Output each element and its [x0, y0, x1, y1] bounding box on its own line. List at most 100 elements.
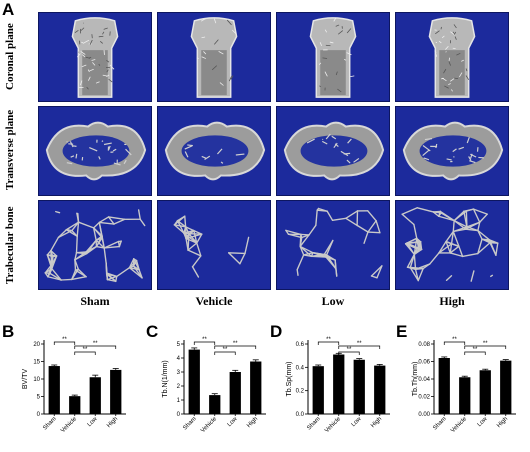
significance-bracket [443, 341, 466, 345]
ct-image-transverse-high [395, 106, 509, 196]
x-tick-label: Low [87, 416, 99, 428]
col-label-vehicle: Vehicle [195, 294, 233, 308]
ct-image-transverse-sham [38, 106, 152, 196]
bar-sham [48, 366, 60, 414]
y-tick-label: 20 [33, 342, 40, 348]
significance-label: ** [93, 341, 98, 347]
row-label-coronal: Coronal plane [4, 23, 16, 91]
x-tick-label: Sham [432, 416, 447, 431]
x-tick-label: Vehicle [200, 416, 218, 434]
bar-high [500, 360, 512, 414]
x-tick-label: Low [351, 416, 363, 428]
significance-bracket [214, 345, 257, 349]
bar-chart-tb-n: 0 1 2 3 4 5 Tb.N(1/mm) Sham Vehicle Low High ** ** ** [162, 330, 272, 450]
bar-vehicle [333, 354, 345, 414]
significance-label: ** [233, 341, 238, 347]
x-tick-label: Sham [306, 416, 321, 431]
x-tick-label: Vehicle [60, 416, 78, 434]
bar-high [374, 365, 386, 414]
col-label-high: High [439, 294, 465, 308]
x-tick-label: Vehicle [324, 416, 342, 434]
bar-vehicle [209, 395, 221, 414]
ct-image-trabecular-high [395, 200, 509, 290]
y-tick-label: 0.00 [418, 412, 430, 418]
x-tick-label: Low [477, 416, 489, 428]
y-tick-label: 0.0 [296, 412, 305, 418]
x-tick-label: High [496, 416, 509, 429]
significance-bracket [464, 351, 486, 355]
col-label-sham: Sham [80, 294, 110, 308]
row-label-trabecular: Trabecular bone [4, 206, 16, 284]
y-tick-label: 0.6 [296, 342, 305, 348]
significance-label: ** [326, 337, 331, 343]
x-tick-label: Low [227, 416, 239, 428]
x-tick-label: High [246, 416, 259, 429]
significance-bracket [338, 345, 381, 349]
bar-high [250, 361, 262, 414]
ct-image-coronal-high [395, 12, 509, 102]
significance-bracket [74, 345, 117, 349]
y-tick-label: 1 [177, 398, 181, 404]
significance-bracket [214, 351, 236, 355]
panel-c-letter: C [146, 322, 159, 341]
ct-image-trabecular-low [276, 200, 390, 290]
ct-image-coronal-low [276, 12, 390, 102]
bar-chart-bv-tv: 0 5 10 15 20 BV/TV Sham Vehicle Low High ** ** ** [22, 330, 132, 450]
bar-vehicle [69, 396, 81, 414]
bar-low [353, 359, 365, 414]
chart-svg: 0.0 0.2 0.4 0.6 Tb.Sp(mm) Sham Vehicle Low High *… [286, 337, 390, 434]
y-tick-label: 4 [177, 356, 181, 362]
y-tick-label: 0 [37, 412, 41, 418]
bar-chart-tb-sp: 0.0 0.2 0.4 0.6 Tb.Sp(mm) Sham Vehicle Low High *… [286, 330, 396, 450]
significance-label: ** [347, 347, 352, 353]
y-tick-label: 0.4 [296, 365, 305, 371]
y-tick-label: 2 [177, 384, 181, 390]
significance-label: ** [483, 341, 488, 347]
y-tick-label: 0.2 [296, 389, 305, 395]
y-tick-label: 0.04 [418, 377, 430, 383]
y-tick-label: 0.02 [418, 395, 430, 401]
y-axis-label: Tb.Th(mm) [412, 362, 419, 397]
chart-svg: 0 1 2 3 4 5 Tb.N(1/mm) Sham Vehicle Low High ** ** ** [162, 337, 266, 434]
ct-image-coronal-vehicle [157, 12, 271, 102]
significance-bracket [193, 341, 216, 345]
significance-bracket [464, 345, 507, 349]
x-tick-label: High [106, 416, 119, 429]
bar-chart-tb-th: 0.00 0.02 0.04 0.06 0.08 Tb.Th(mm) Sham Vehicle… [412, 330, 522, 450]
ct-image-transverse-low [276, 106, 390, 196]
bar-sham [312, 366, 324, 414]
panel-a-letter: A [2, 0, 15, 19]
bar-sham [438, 358, 450, 414]
ct-image-coronal-sham [38, 12, 152, 102]
significance-label: ** [62, 337, 67, 343]
x-tick-label: High [370, 416, 383, 429]
y-tick-label: 3 [177, 370, 181, 376]
panel-e-letter: E [396, 322, 408, 341]
y-tick-label: 0.06 [418, 360, 430, 366]
significance-label: ** [357, 341, 362, 347]
x-tick-label: Vehicle [450, 416, 468, 434]
y-tick-label: 10 [33, 377, 40, 383]
y-tick-label: 5 [177, 342, 181, 348]
y-tick-label: 5 [37, 395, 41, 401]
row-label-transverse: Transverse plane [4, 109, 16, 191]
y-axis-label: Tb.N(1/mm) [162, 360, 169, 397]
significance-label: ** [223, 347, 228, 353]
y-tick-label: 0 [177, 412, 181, 418]
ct-image-trabecular-sham [38, 200, 152, 290]
significance-bracket [338, 351, 360, 355]
x-tick-label: Sham [182, 416, 197, 431]
significance-label: ** [473, 347, 478, 353]
bar-high [110, 369, 122, 414]
ct-image-trabecular-vehicle [157, 200, 271, 290]
ct-image-transverse-vehicle [157, 106, 271, 196]
significance-bracket [317, 341, 340, 345]
bar-sham [188, 349, 200, 414]
y-axis-label: Tb.Sp(mm) [286, 362, 293, 397]
significance-bracket [74, 351, 96, 355]
significance-label: ** [452, 337, 457, 343]
significance-label: ** [83, 347, 88, 353]
significance-label: ** [202, 337, 207, 343]
col-label-low: Low [321, 294, 345, 308]
panel-d-letter: D [270, 322, 283, 341]
